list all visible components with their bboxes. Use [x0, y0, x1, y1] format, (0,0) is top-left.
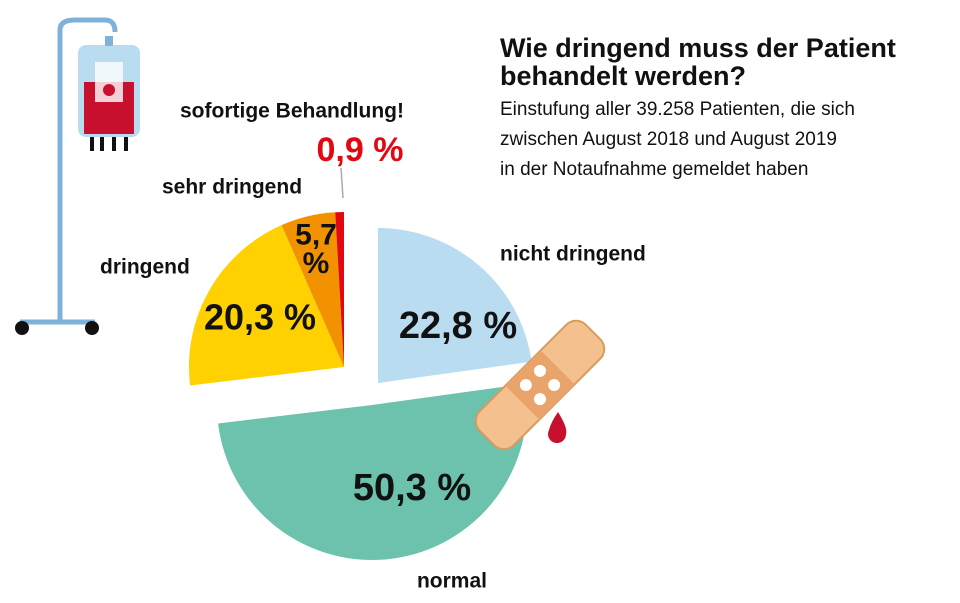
- wheel: [85, 321, 99, 335]
- wheel: [15, 321, 29, 335]
- category-label: normal: [417, 570, 487, 593]
- value-label-part: %: [303, 247, 330, 280]
- leader-line: [340, 167, 344, 199]
- blood-bag: [78, 36, 140, 151]
- pie: [189, 212, 532, 560]
- category-label: sofortige Behandlung!: [180, 100, 404, 123]
- iv-stand: [20, 17, 118, 325]
- value-label: 0,9 %: [317, 131, 404, 169]
- pie-slice: [189, 225, 344, 386]
- subtitle: in der Notaufnahme gemeldet haben: [500, 159, 808, 180]
- chart-title: behandelt werden?: [500, 61, 746, 91]
- blood-drop: [548, 412, 567, 444]
- value-label: 5,7%: [295, 218, 337, 280]
- chart-title: Wie dringend muss der Patient: [500, 33, 896, 63]
- value-label: 50,3 %: [353, 467, 471, 509]
- category-label: dringend: [100, 256, 190, 279]
- category-label: sehr dringend: [162, 176, 302, 199]
- value-label: 20,3 %: [204, 297, 316, 338]
- category-label: nicht dringend: [500, 243, 646, 266]
- pie-slice: [281, 212, 344, 367]
- value-label-part: 5,7: [295, 218, 337, 251]
- pie-slice: [378, 228, 532, 383]
- bandage: [474, 319, 606, 451]
- pie-slice: [335, 212, 344, 367]
- pie-slice: [218, 383, 527, 560]
- subtitle: Einstufung aller 39.258 Patienten, die s…: [500, 99, 855, 120]
- value-label: 22,8 %: [399, 305, 517, 347]
- subtitle: zwischen August 2018 und August 2019: [500, 129, 837, 150]
